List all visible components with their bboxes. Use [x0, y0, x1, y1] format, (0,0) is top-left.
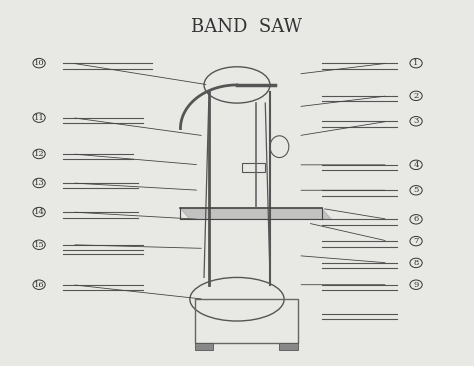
Text: 15: 15 — [34, 241, 45, 249]
Text: 13: 13 — [34, 179, 45, 187]
Bar — [195, 343, 213, 350]
Text: 16: 16 — [34, 281, 45, 289]
Text: 7: 7 — [413, 237, 419, 245]
Polygon shape — [181, 208, 331, 219]
Text: 6: 6 — [413, 215, 419, 223]
Text: 10: 10 — [34, 59, 45, 67]
Text: 14: 14 — [34, 208, 45, 216]
Text: 4: 4 — [413, 161, 419, 169]
Text: 11: 11 — [34, 113, 45, 122]
Bar — [195, 299, 298, 343]
Text: 5: 5 — [413, 186, 419, 194]
Text: 2: 2 — [413, 92, 419, 100]
Bar — [279, 343, 298, 350]
Text: 1: 1 — [413, 59, 419, 67]
Text: 12: 12 — [34, 150, 45, 158]
Text: 9: 9 — [413, 281, 419, 289]
Text: 8: 8 — [413, 259, 419, 267]
Text: BAND  SAW: BAND SAW — [191, 18, 302, 36]
Bar — [242, 163, 265, 172]
Text: 3: 3 — [413, 117, 419, 125]
